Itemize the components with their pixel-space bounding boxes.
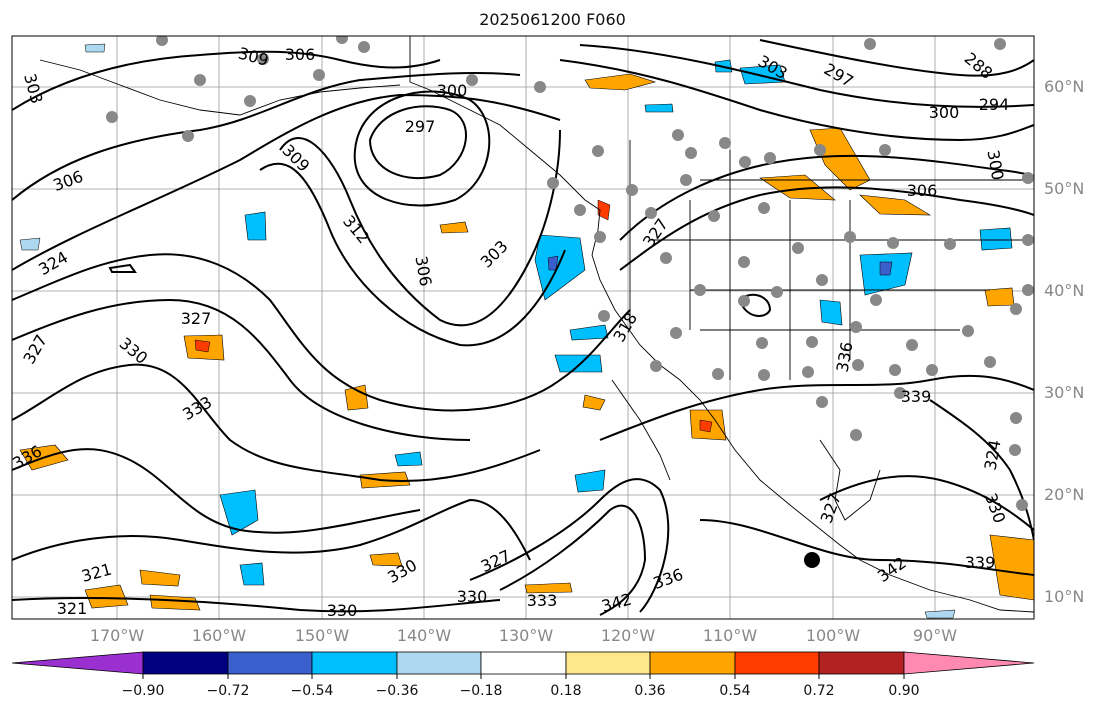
lat-label: 30°N: [1044, 383, 1085, 402]
colorbar-tick-label: 0.90: [888, 683, 920, 699]
contour-lines: [12, 39, 1034, 616]
lat-label: 10°N: [1044, 587, 1085, 606]
lon-label: 130°W: [498, 626, 554, 645]
lat-label: 50°N: [1044, 179, 1085, 198]
lon-label: 150°W: [294, 626, 350, 645]
contour-label: 300: [437, 81, 468, 100]
contour-label: 339: [901, 387, 932, 406]
lon-label: 90°W: [912, 626, 958, 645]
shaded-light-negative-areas: [19, 43, 956, 619]
contour-label: 339: [965, 553, 996, 572]
lon-label: 110°W: [702, 626, 758, 645]
shaded-strong-positive-areas: [194, 199, 713, 433]
colorbar-tick-label: 0.36: [634, 683, 666, 699]
colorbar-tick-label: 0.72: [803, 683, 835, 699]
grid-lines: [12, 36, 1034, 619]
colorbar-tick-label: −0.36: [375, 683, 419, 699]
colorbar-extend-min: [11, 651, 144, 675]
colorbar-ticks: [142, 674, 905, 679]
closed-low-marker: [804, 552, 820, 568]
lat-label: 40°N: [1044, 281, 1085, 300]
shaded-negative-areas: [219, 59, 1013, 586]
contour-label: 306: [907, 181, 938, 200]
contour-label: 294: [979, 95, 1010, 114]
colorbar-tick-label: −0.72: [206, 683, 250, 699]
contour-label: 306: [285, 45, 316, 64]
contour-label: 330: [327, 601, 358, 620]
contour-label: 297: [405, 117, 436, 136]
contour-label: 330: [457, 587, 488, 606]
lon-label: 100°W: [805, 626, 861, 645]
colorbar-tick-label: −0.90: [121, 683, 165, 699]
lon-label: 140°W: [396, 626, 452, 645]
colorbar-tick-label: 0.54: [719, 683, 751, 699]
shaded-positive-areas: [19, 73, 1034, 611]
contour-label: 327: [181, 309, 212, 328]
lat-label: 20°N: [1044, 485, 1085, 504]
station-markers: [106, 36, 1034, 511]
map-background: [12, 36, 1034, 619]
lon-label: 170°W: [89, 626, 145, 645]
contour-label: 300: [929, 103, 960, 122]
map-title: 2025061200 F060: [479, 10, 626, 29]
colorbar-tick-label: −0.18: [459, 683, 503, 699]
lon-label: 160°W: [191, 626, 247, 645]
map-frame: [11, 35, 1035, 620]
colorbar: [11, 651, 1035, 675]
lon-label: 120°W: [600, 626, 656, 645]
colorbar-tick-label: −0.54: [290, 683, 334, 699]
lat-label: 60°N: [1044, 77, 1085, 96]
contour-label: 321: [57, 599, 88, 618]
colorbar-extend-max: [903, 651, 1035, 675]
colorbar-tick-label: 0.18: [550, 683, 582, 699]
contour-label: 333: [527, 591, 558, 610]
